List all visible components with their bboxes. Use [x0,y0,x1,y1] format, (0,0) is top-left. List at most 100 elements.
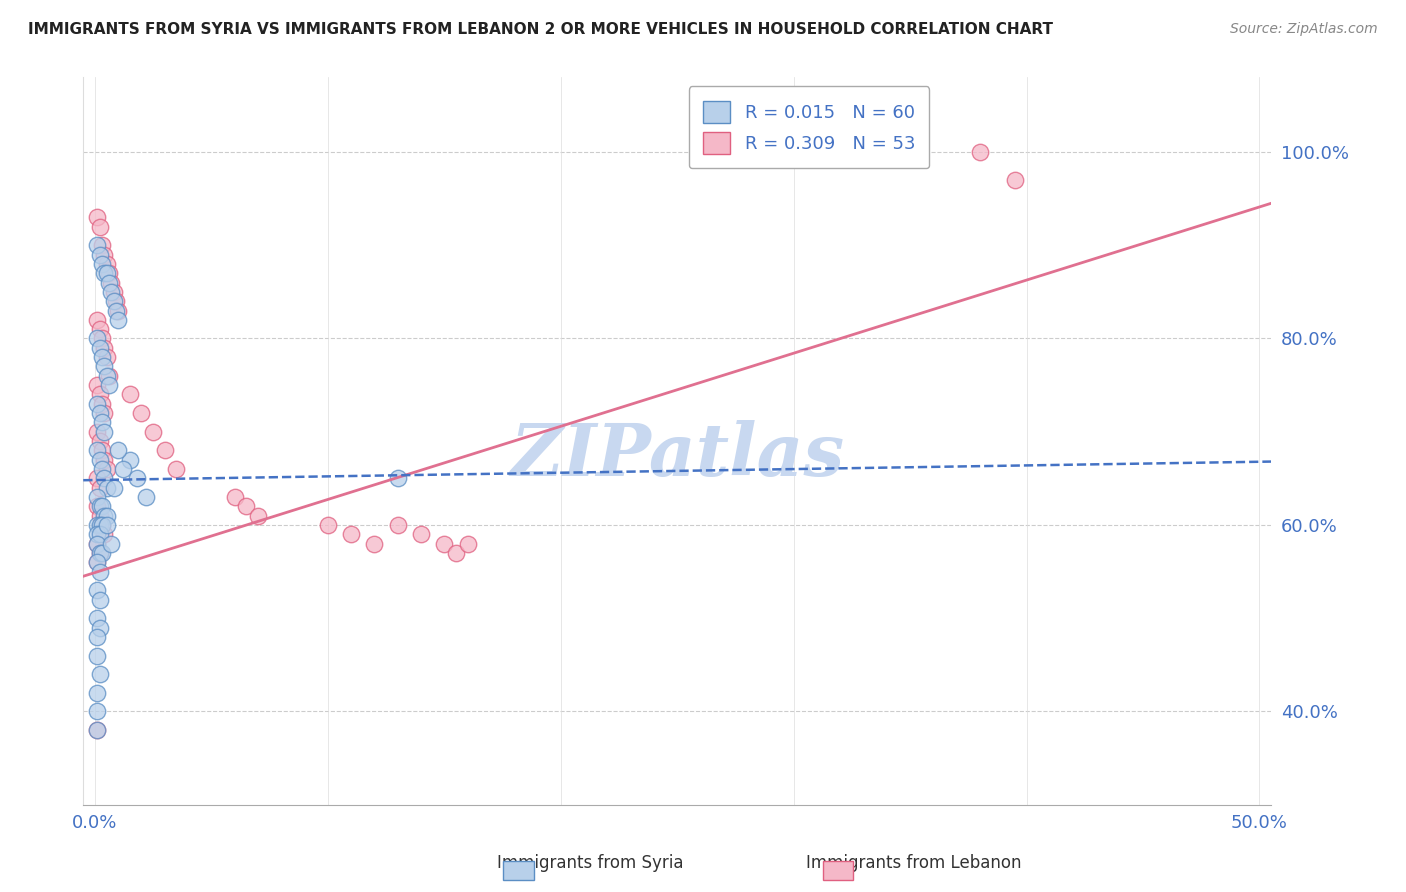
Point [97,276,120,290]
Point [86,397,108,411]
Point [96,508,118,523]
Text: Immigrants from Lebanon: Immigrants from Lebanon [806,855,1022,872]
Text: Immigrants from Syria: Immigrants from Syria [498,855,683,872]
Point [363,536,385,550]
Point [107,313,129,327]
Point [86,611,108,625]
Point [86,518,108,533]
Point [457,536,479,550]
Point [235,500,257,514]
Point [100,276,122,290]
Point [89,518,111,533]
Text: IMMIGRANTS FROM SYRIA VS IMMIGRANTS FROM LEBANON 2 OR MORE VEHICLES IN HOUSEHOLD: IMMIGRANTS FROM SYRIA VS IMMIGRANTS FROM… [28,22,1053,37]
Point [89,621,111,635]
Point [86,238,108,252]
Point [89,481,111,495]
Point [86,443,108,458]
Point [89,219,111,234]
Point [135,490,157,504]
Point [86,425,108,439]
Point [103,481,125,495]
Point [97,368,120,383]
Point [89,508,111,523]
Point [86,211,108,225]
Point [111,462,134,476]
Point [90,331,112,345]
Point [90,500,112,514]
Point [90,443,112,458]
Point [86,583,108,598]
Point [433,536,456,550]
Point [89,434,111,448]
Point [89,667,111,681]
Point [104,294,127,309]
Point [89,527,111,541]
Point [100,285,122,299]
Point [316,518,339,533]
Point [86,630,108,644]
Point [142,425,165,439]
Point [86,527,108,541]
Point [96,350,118,364]
Point [97,378,120,392]
Point [107,443,129,458]
Point [86,378,108,392]
Point [246,508,269,523]
Point [103,294,125,309]
Point [89,452,111,467]
Point [969,145,991,159]
Point [433,891,456,892]
Point [86,555,108,569]
Point [93,471,115,485]
Point [93,425,115,439]
Point [86,500,108,514]
Point [340,527,363,541]
Point [96,481,118,495]
Legend: R = 0.015   N = 60, R = 0.309   N = 53: R = 0.015 N = 60, R = 0.309 N = 53 [689,87,929,169]
Point [104,303,127,318]
Point [89,406,111,420]
Point [86,331,108,345]
Point [107,303,129,318]
Point [93,341,115,355]
Point [153,443,176,458]
Point [89,565,111,579]
Point [444,546,467,560]
Point [118,452,141,467]
Point [96,462,118,476]
Point [93,406,115,420]
Text: Source: ZipAtlas.com: Source: ZipAtlas.com [1230,22,1378,37]
Point [90,350,112,364]
Point [86,686,108,700]
Point [90,518,112,533]
Point [387,471,409,485]
Point [90,397,112,411]
Point [90,546,112,560]
Point [96,266,118,280]
Point [165,462,187,476]
Point [89,546,111,560]
Point [125,471,148,485]
Point [89,592,111,607]
Point [93,452,115,467]
Point [89,387,111,401]
Point [90,518,112,533]
Point [387,518,409,533]
Point [96,518,118,533]
Point [86,648,108,663]
Point [93,247,115,261]
Point [90,257,112,271]
Point [118,387,141,401]
Point [86,490,108,504]
Point [86,536,108,550]
Point [89,247,111,261]
Point [89,341,111,355]
Point [86,555,108,569]
Text: ZIPatlas: ZIPatlas [510,420,844,491]
Point [86,471,108,485]
Point [89,546,111,560]
Point [90,462,112,476]
Point [86,705,108,719]
Point [86,313,108,327]
Point [93,266,115,280]
